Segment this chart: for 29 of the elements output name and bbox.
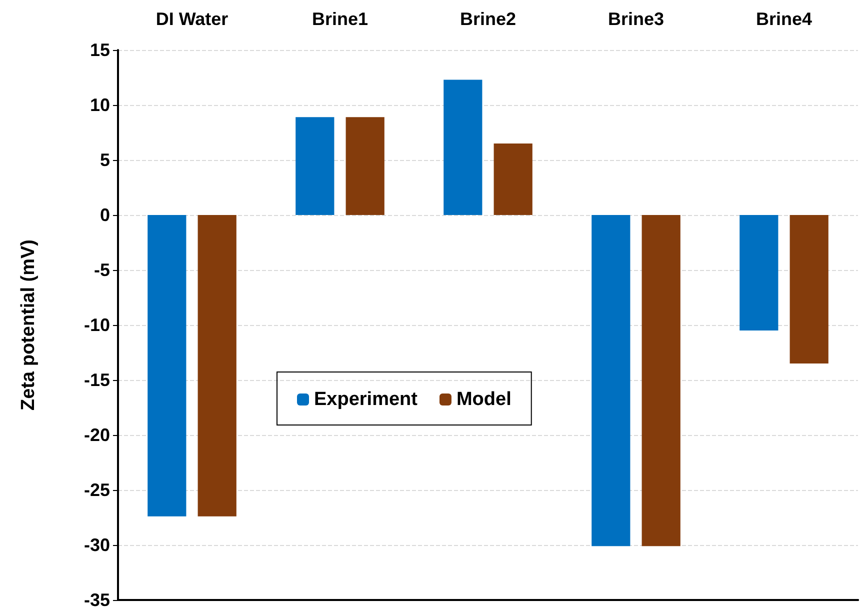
y-tick-label: -10 bbox=[84, 315, 110, 335]
bar bbox=[592, 215, 630, 546]
bar bbox=[444, 80, 482, 215]
y-tick-label: -35 bbox=[84, 590, 110, 610]
bar bbox=[148, 215, 186, 516]
bar bbox=[642, 215, 680, 546]
bar bbox=[740, 215, 778, 330]
legend-label: Model bbox=[456, 389, 512, 410]
y-tick-label: 5 bbox=[100, 150, 110, 170]
bar bbox=[494, 144, 532, 215]
y-tick-label: -15 bbox=[84, 370, 110, 390]
x-tick-label: Brine3 bbox=[608, 9, 664, 29]
bar bbox=[296, 117, 334, 215]
legend-label: Experiment bbox=[314, 389, 418, 410]
x-tick-label: Brine2 bbox=[460, 9, 516, 29]
y-tick-label: -5 bbox=[94, 260, 110, 280]
y-tick-label: -30 bbox=[84, 535, 110, 555]
y-tick-label: -20 bbox=[84, 425, 110, 445]
x-tick-label: Brine1 bbox=[312, 9, 368, 29]
bar bbox=[790, 215, 828, 364]
y-tick-label: -25 bbox=[84, 480, 110, 500]
x-tick-label: Brine4 bbox=[756, 9, 812, 29]
bar bbox=[346, 117, 384, 215]
y-tick-label: 15 bbox=[90, 40, 110, 60]
x-tick-label: DI Water bbox=[156, 9, 228, 29]
y-axis-title: Zeta potential (mV) bbox=[18, 239, 39, 411]
y-tick-label: 0 bbox=[100, 205, 110, 225]
bar bbox=[198, 215, 236, 516]
y-tick-label: 10 bbox=[90, 95, 110, 115]
